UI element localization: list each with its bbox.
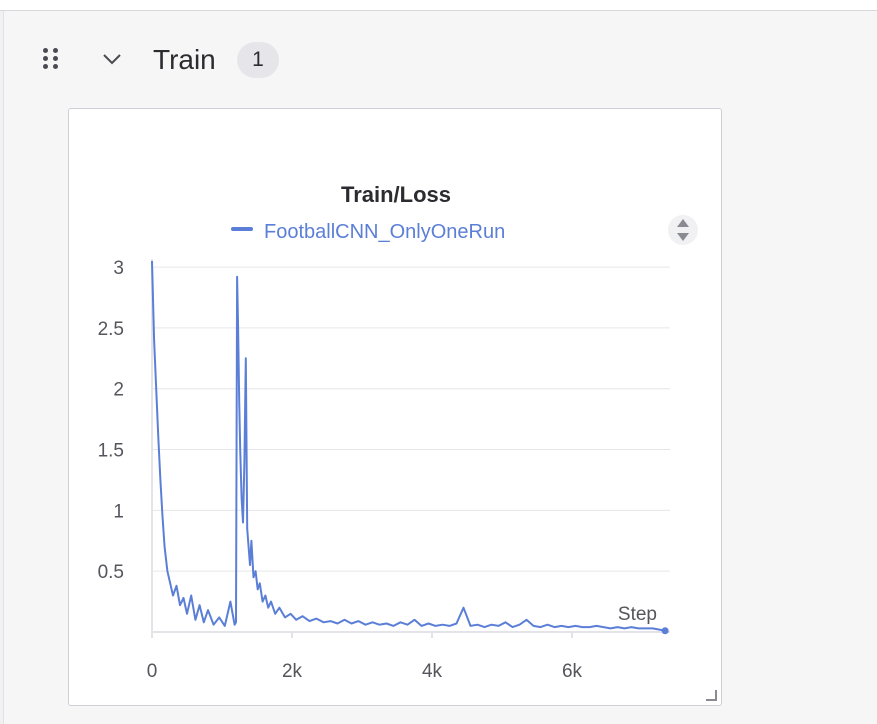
legend-label[interactable]: FootballCNN_OnlyOneRun xyxy=(264,221,505,243)
series-end-point xyxy=(661,627,669,635)
chart-title: Train/Loss xyxy=(341,182,451,207)
line-chart: Train/Loss FootballCNN_OnlyOneRun 0.5 1 1.… xyxy=(98,182,698,682)
y-tick-label: 2 xyxy=(113,380,124,401)
x-tick-label: 6k xyxy=(562,661,583,682)
resize-corner-icon[interactable] xyxy=(706,690,717,701)
series-line-footballcnn xyxy=(151,260,666,632)
y-tick-label: 1.5 xyxy=(98,441,124,462)
x-tick-label: 2k xyxy=(282,661,303,682)
chevron-down-icon[interactable] xyxy=(101,50,123,68)
sort-arrows-icon[interactable] xyxy=(668,215,698,245)
x-axis-label: Step xyxy=(618,604,657,625)
y-tick-label: 1 xyxy=(113,501,124,522)
panel-count-badge: 1 xyxy=(237,42,279,78)
x-tick-label: 0 xyxy=(147,661,158,682)
section-title[interactable]: Train xyxy=(153,44,216,75)
top-bar xyxy=(0,0,877,11)
x-tick-label: 4k xyxy=(422,661,443,682)
drag-handle-icon[interactable] xyxy=(40,44,64,72)
y-tick-label: 2.5 xyxy=(98,319,124,340)
y-tick-label: 3 xyxy=(113,258,124,279)
x-axis-ticks: 0 2k 4k 6k xyxy=(147,632,583,682)
grid-lines xyxy=(152,266,670,572)
chart-panel[interactable]: Train/Loss FootballCNN_OnlyOneRun 0.5 1 1.… xyxy=(68,108,722,706)
y-tick-label: 0.5 xyxy=(98,562,124,583)
y-axis-ticks: 0.5 1 1.5 2 2.5 3 xyxy=(98,258,124,583)
